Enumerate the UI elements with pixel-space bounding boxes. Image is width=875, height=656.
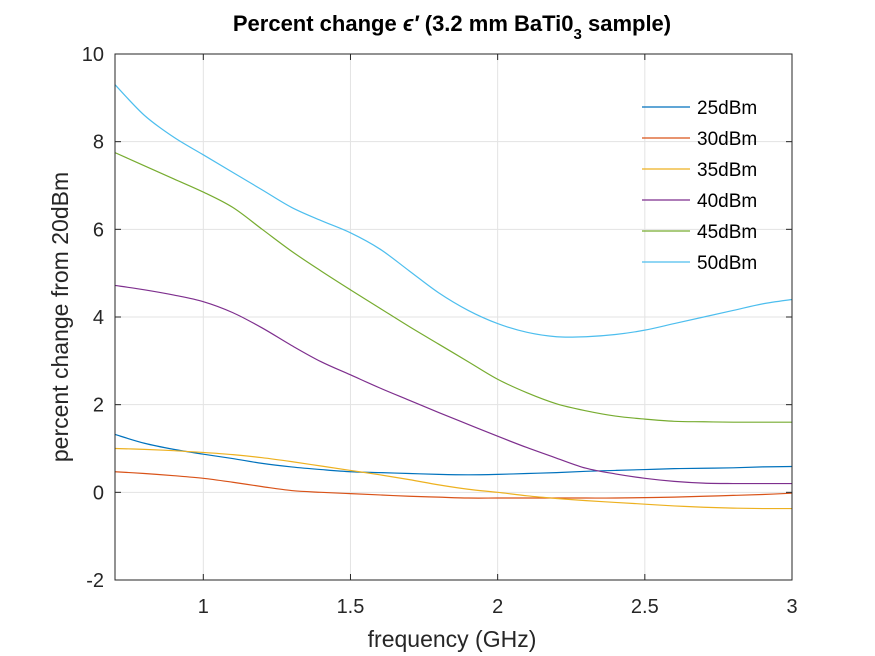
legend-label-45dBm: 45dBm (697, 222, 757, 243)
legend-label-30dBm: 30dBm (697, 129, 757, 150)
y-axis-label: percent change from 20dBm (47, 172, 73, 462)
series-line-45dBm (114, 152, 792, 423)
x-tick-label: 1 (198, 596, 209, 618)
legend-label-35dBm: 35dBm (697, 160, 757, 181)
y-tick-label: 4 (93, 307, 104, 329)
series-line-40dBm (114, 284, 792, 485)
series-line-30dBm (114, 471, 793, 499)
series-line-25dBm (114, 433, 793, 476)
series-lines (114, 84, 793, 510)
y-tick-label: -2 (86, 570, 104, 592)
y-tick-label: 10 (82, 44, 104, 66)
x-tick-labels: 1 1.5 2 2.5 3 (198, 596, 798, 618)
y-tick-labels: -2 0 2 4 6 8 10 (82, 44, 104, 592)
x-tick-label: 3 (786, 596, 797, 618)
series-line-35dBm (114, 447, 793, 510)
legend: 25dBm 30dBm 35dBm 40dBm 45dBm 50dBm (642, 98, 757, 274)
legend-label-40dBm: 40dBm (697, 191, 757, 212)
series-line-50dBm (114, 84, 793, 338)
x-axis-label: frequency (GHz) (368, 626, 537, 652)
x-tick-label: 2.5 (631, 596, 659, 618)
grid (115, 54, 793, 580)
y-tick-label: 2 (93, 395, 104, 417)
y-tick-label: 0 (93, 482, 104, 504)
legend-label-25dBm: 25dBm (697, 98, 757, 119)
y-tick-label: 6 (93, 219, 104, 241)
legend-label-50dBm: 50dBm (697, 253, 757, 274)
ticks (115, 53, 793, 581)
x-tick-label: 1.5 (337, 596, 365, 618)
chart-title: Percent change ϵ′ (3.2 mm BaTi03 sample) (233, 11, 671, 43)
y-tick-label: 8 (93, 132, 104, 154)
x-tick-label: 2 (492, 596, 503, 618)
